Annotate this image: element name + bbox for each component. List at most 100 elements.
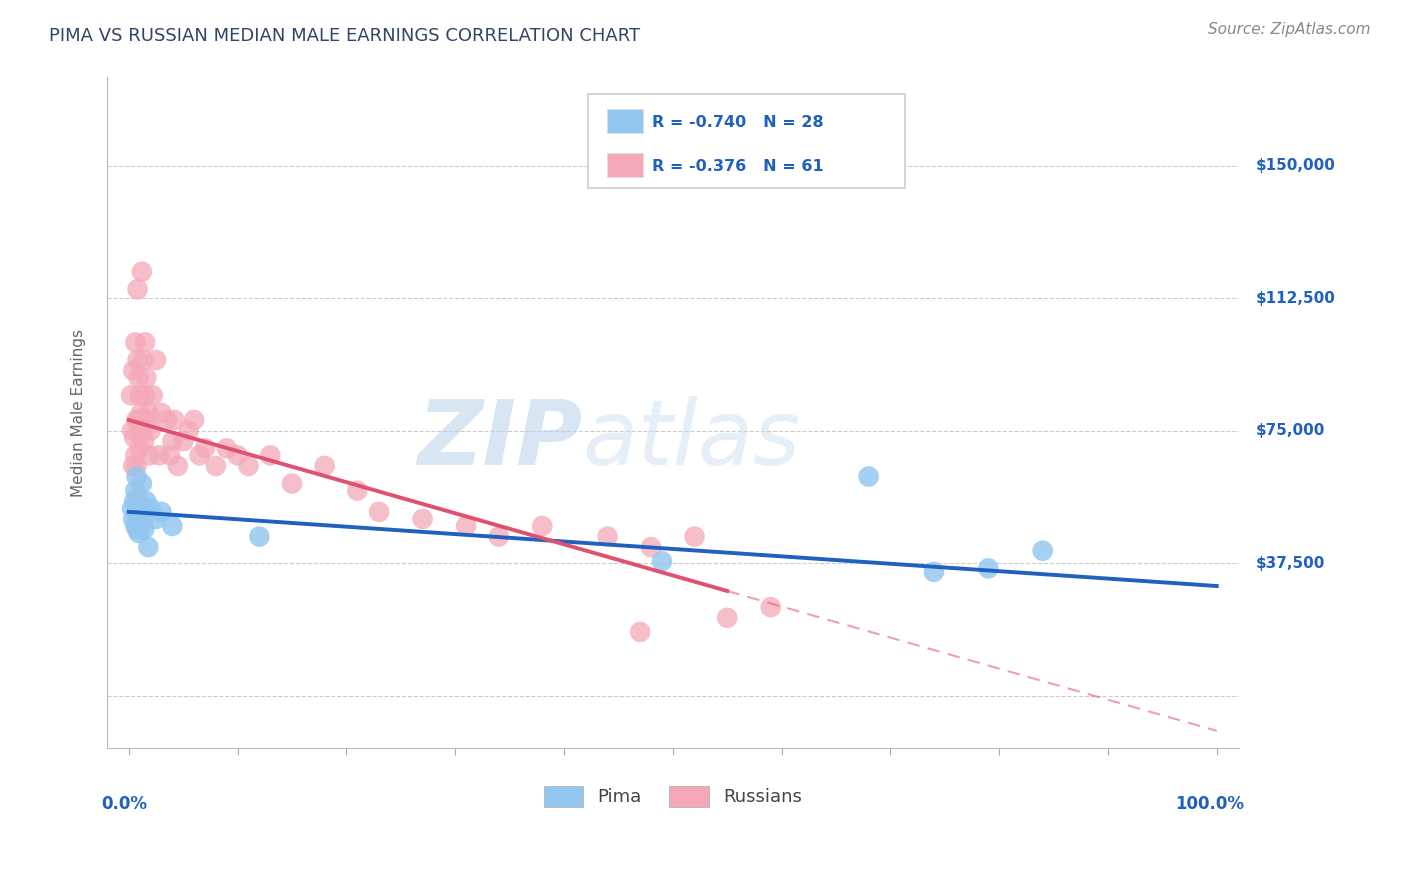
- Point: [127, 523, 149, 537]
- Point: [124, 483, 146, 498]
- Point: [128, 442, 150, 456]
- Point: [128, 370, 150, 384]
- Point: [247, 530, 270, 544]
- Point: [139, 501, 162, 516]
- Point: [135, 494, 157, 508]
- Point: [125, 413, 148, 427]
- Point: [124, 448, 146, 462]
- Point: [145, 512, 167, 526]
- Text: $37,500: $37,500: [1256, 556, 1324, 571]
- Point: [759, 600, 782, 615]
- Point: [138, 540, 160, 554]
- Point: [121, 424, 143, 438]
- Point: [162, 434, 184, 449]
- Point: [628, 624, 651, 639]
- Point: [651, 554, 673, 568]
- Point: [150, 505, 173, 519]
- Point: [122, 363, 145, 377]
- Point: [162, 519, 184, 533]
- Point: [122, 431, 145, 445]
- Point: [132, 523, 155, 537]
- Legend: Pima, Russians: Pima, Russians: [544, 786, 801, 806]
- Point: [716, 611, 738, 625]
- Text: $112,500: $112,500: [1256, 291, 1336, 306]
- Point: [129, 501, 152, 516]
- Text: $150,000: $150,000: [1256, 158, 1336, 173]
- Point: [314, 458, 336, 473]
- Point: [122, 512, 145, 526]
- Point: [138, 406, 160, 420]
- Point: [596, 530, 619, 544]
- Point: [858, 469, 880, 483]
- Point: [122, 458, 145, 473]
- Point: [368, 505, 391, 519]
- Point: [134, 335, 156, 350]
- Point: [166, 458, 188, 473]
- Point: [238, 458, 260, 473]
- Point: [132, 516, 155, 530]
- FancyBboxPatch shape: [607, 109, 644, 133]
- Text: R = -0.376   N = 61: R = -0.376 N = 61: [652, 159, 824, 174]
- Point: [977, 561, 1000, 575]
- Point: [132, 353, 155, 368]
- Point: [346, 483, 368, 498]
- Point: [640, 540, 662, 554]
- Point: [150, 406, 173, 420]
- Point: [177, 424, 200, 438]
- Point: [124, 335, 146, 350]
- Point: [127, 353, 149, 368]
- Text: Source: ZipAtlas.com: Source: ZipAtlas.com: [1208, 22, 1371, 37]
- Point: [456, 519, 478, 533]
- FancyBboxPatch shape: [607, 153, 644, 177]
- Y-axis label: Median Male Earnings: Median Male Earnings: [72, 329, 86, 497]
- Text: PIMA VS RUSSIAN MEDIAN MALE EARNINGS CORRELATION CHART: PIMA VS RUSSIAN MEDIAN MALE EARNINGS COR…: [49, 27, 640, 45]
- Point: [128, 424, 150, 438]
- FancyBboxPatch shape: [588, 95, 904, 188]
- Point: [131, 265, 153, 279]
- Point: [683, 530, 706, 544]
- Point: [128, 388, 150, 402]
- Point: [1032, 543, 1054, 558]
- Point: [531, 519, 554, 533]
- Point: [412, 512, 434, 526]
- Text: $75,000: $75,000: [1256, 423, 1324, 438]
- Point: [125, 505, 148, 519]
- Point: [159, 448, 181, 462]
- Point: [215, 442, 238, 456]
- Point: [128, 498, 150, 512]
- Point: [172, 434, 194, 449]
- Point: [121, 501, 143, 516]
- Point: [163, 413, 186, 427]
- Point: [226, 448, 249, 462]
- Point: [259, 448, 281, 462]
- Point: [120, 388, 142, 402]
- Point: [138, 448, 160, 462]
- Point: [183, 413, 205, 427]
- Point: [128, 512, 150, 526]
- Point: [125, 458, 148, 473]
- Point: [124, 519, 146, 533]
- Point: [205, 458, 228, 473]
- Point: [128, 526, 150, 541]
- Point: [136, 413, 159, 427]
- Point: [281, 476, 304, 491]
- Point: [145, 353, 167, 368]
- Text: R = -0.740   N = 28: R = -0.740 N = 28: [652, 115, 824, 130]
- Point: [148, 448, 170, 462]
- Point: [127, 282, 149, 296]
- Point: [134, 388, 156, 402]
- Point: [122, 494, 145, 508]
- Point: [135, 370, 157, 384]
- Point: [488, 530, 510, 544]
- Point: [125, 469, 148, 483]
- Point: [128, 413, 150, 427]
- Point: [132, 424, 155, 438]
- Point: [922, 565, 945, 579]
- Point: [142, 388, 165, 402]
- Point: [188, 448, 211, 462]
- Point: [129, 406, 152, 420]
- Point: [139, 424, 162, 438]
- Point: [156, 413, 179, 427]
- Point: [127, 491, 149, 505]
- Text: ZIP: ZIP: [418, 396, 582, 483]
